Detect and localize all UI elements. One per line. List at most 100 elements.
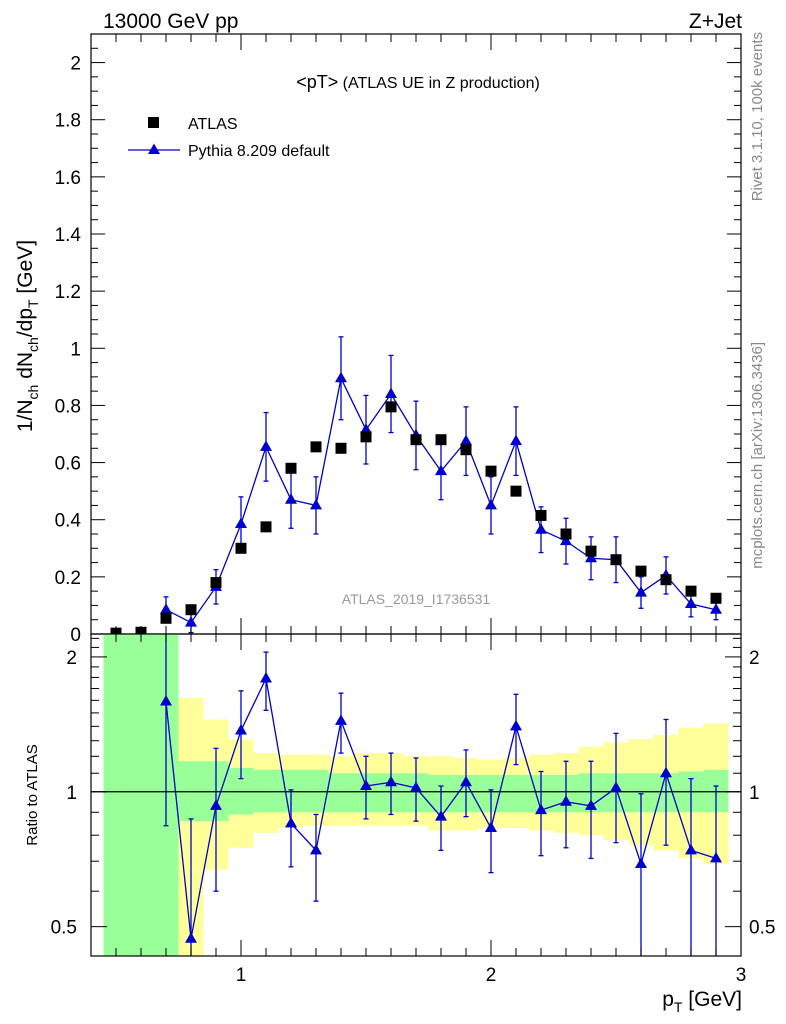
atlas-point <box>435 434 447 446</box>
pythia-point <box>285 493 297 504</box>
main-y-tick-label: 0.8 <box>55 396 81 417</box>
main-y-tick-label: 1.4 <box>55 225 82 246</box>
atlas-point <box>535 509 547 521</box>
ratio-y-tick-label-right: 1 <box>749 783 760 804</box>
ratio-band-inner <box>253 769 279 813</box>
ratio-point <box>535 803 547 815</box>
svg-text:1/Nch dNch/dpT [GeV]: 1/Nch dNch/dpT [GeV] <box>14 240 41 432</box>
ratio-band-inner <box>128 634 154 956</box>
collision-label: 13000 GeV pp <box>103 10 238 33</box>
pythia-point <box>360 423 372 434</box>
ratio-point <box>435 810 447 821</box>
process-label: Z+Jet <box>689 10 742 33</box>
atlas-point <box>660 574 672 586</box>
pythia-series-line <box>165 376 717 624</box>
ratio-axes: 0.5 0.5 1 1 2 2 1 2 3 <box>51 634 775 986</box>
atlas-point <box>510 485 522 497</box>
pythia-point <box>385 387 397 398</box>
pythia-point <box>585 551 597 563</box>
ratio-point <box>360 779 372 791</box>
ratio-point <box>385 775 397 787</box>
ratio-bands <box>103 634 729 956</box>
mcplots-label: mcplots.cern.ch [arXiv:1306.3436] <box>749 342 766 569</box>
ratio-point <box>710 851 722 863</box>
pythia-point <box>160 603 172 614</box>
atlas-point <box>335 442 347 454</box>
ratio-point <box>460 775 472 787</box>
pythia-point <box>335 371 347 383</box>
ratio-y-tick-label-right: 2 <box>749 648 760 669</box>
main-y-tick-label: 1 <box>70 339 81 360</box>
ratio-y-tick-label: 2 <box>66 648 77 669</box>
ratio-point <box>185 932 197 943</box>
atlas-point <box>385 401 397 413</box>
ratio-point <box>510 719 522 731</box>
ratio-point <box>210 799 222 810</box>
atlas-point <box>235 542 247 554</box>
main-data-marks <box>110 336 722 639</box>
ratio-point <box>585 799 597 810</box>
main-ylabel: 1/Nch dNch/dpT [GeV] <box>14 240 41 432</box>
legend-atlas-label: ATLAS <box>188 116 238 133</box>
pythia-point <box>485 498 497 510</box>
ratio-band-inner <box>503 775 529 813</box>
ratio-point <box>635 857 647 868</box>
ratio-point <box>335 714 347 725</box>
ratio-point <box>685 843 697 855</box>
ratio-point <box>160 695 172 706</box>
ratio-band-inner <box>103 634 129 956</box>
legend: ATLAS Pythia 8.209 default <box>128 116 330 160</box>
pythia-point <box>560 534 572 546</box>
ratio-y-tick-label: 0.5 <box>51 918 77 939</box>
legend-atlas-marker <box>148 117 159 128</box>
pythia-point <box>685 597 697 608</box>
ratio-data-marks <box>160 634 722 956</box>
pythia-point <box>260 440 272 451</box>
ratio-point <box>235 724 247 735</box>
main-y-tick-label: 0.4 <box>55 511 82 532</box>
pythia-point <box>235 517 247 528</box>
pythia-point <box>310 498 322 510</box>
atlas-point <box>610 554 622 566</box>
main-y-tick-label: 1.2 <box>55 282 81 303</box>
pythia-point <box>185 616 197 627</box>
main-y-tick-label: 1.8 <box>55 111 81 132</box>
atlas-point <box>360 431 372 443</box>
ratio-y-tick-label-right: 0.5 <box>749 918 775 939</box>
atlas-point <box>310 441 322 453</box>
rivet-label: Rivet 3.1.10, 100k events <box>749 32 766 201</box>
ratio-point <box>260 672 272 683</box>
pythia-point <box>460 434 472 446</box>
ratio-point <box>310 843 322 855</box>
ratio-band-inner <box>328 773 354 813</box>
atlas-point <box>210 577 222 589</box>
atlas-point <box>260 521 272 533</box>
atlas-point <box>460 444 472 456</box>
ratio-point <box>410 781 422 792</box>
ratio-point <box>560 795 572 806</box>
ratio-band-inner <box>178 761 204 822</box>
x-tick-label: 2 <box>486 965 497 986</box>
x-tick-label: 1 <box>236 965 247 986</box>
pythia-point <box>710 603 722 614</box>
atlas-point <box>560 528 572 540</box>
main-y-tick-label: 0 <box>70 625 81 646</box>
pythia-point <box>535 523 547 534</box>
legend-pythia-marker <box>148 143 160 154</box>
atlas-point <box>185 604 197 616</box>
main-y-tick-label: 0.6 <box>55 454 81 475</box>
ratio-point <box>485 821 497 833</box>
main-y-tick-label: 1.6 <box>55 168 81 189</box>
atlas-point <box>485 465 497 477</box>
legend-pythia-label: Pythia 8.209 default <box>188 143 330 160</box>
atlas-point <box>635 565 647 577</box>
pythia-point <box>435 464 447 476</box>
plot-title: <pT> (ATLAS UE in Z production) <box>296 72 540 92</box>
x-axis-label: pT [GeV] <box>662 988 742 1015</box>
pythia-point <box>510 434 522 446</box>
x-tick-label: 3 <box>736 965 747 986</box>
ratio-point <box>285 816 297 828</box>
atlas-point <box>285 462 297 474</box>
analysis-tag: ATLAS_2019_I1736531 <box>342 591 491 607</box>
